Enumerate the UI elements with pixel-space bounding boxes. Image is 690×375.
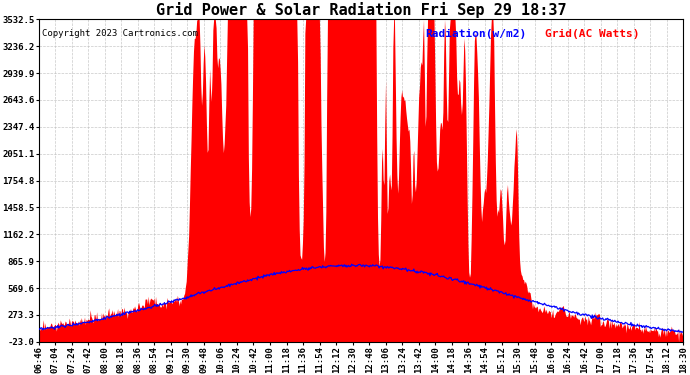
Text: Radiation(w/m2): Radiation(w/m2) xyxy=(426,29,526,39)
Title: Grid Power & Solar Radiation Fri Sep 29 18:37: Grid Power & Solar Radiation Fri Sep 29 … xyxy=(156,2,566,18)
Text: Grid(AC Watts): Grid(AC Watts) xyxy=(545,29,639,39)
Text: Copyright 2023 Cartronics.com: Copyright 2023 Cartronics.com xyxy=(41,29,197,38)
